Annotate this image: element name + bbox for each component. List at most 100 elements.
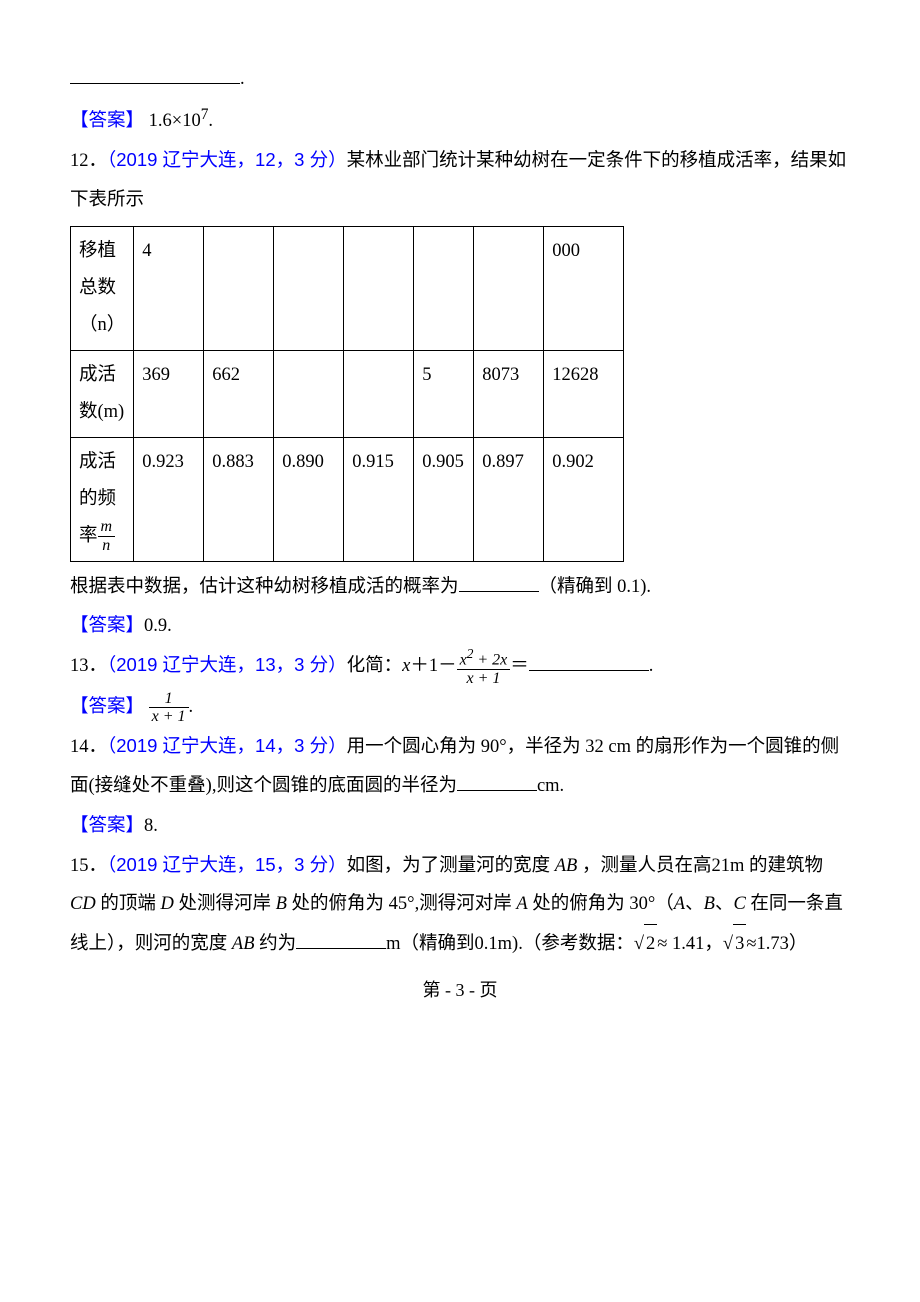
cell <box>204 226 274 350</box>
blank-underline <box>459 573 539 592</box>
cell <box>344 226 414 350</box>
q12-after-a: 根据表中数据，估计这种幼树移植成活的概率为 <box>70 577 459 597</box>
q15-ref: （2019 辽宁大连，15，3 分） <box>107 854 347 875</box>
var-b: B <box>276 894 287 914</box>
frac-main: x2 + 2xx + 1 <box>457 647 511 688</box>
answer-label: 【答案】 <box>70 614 144 635</box>
table-row: 成活的频 率mn 0.923 0.883 0.890 0.915 0.905 0… <box>71 437 624 561</box>
q14-ref: （2019 辽宁大连，14，3 分） <box>107 735 347 756</box>
q14-num: 14． <box>70 737 107 757</box>
q15-stem: 15．（2019 辽宁大连，15，3 分）如图，为了测量河的宽度 AB ，测量人… <box>70 846 850 965</box>
var-cd: CD <box>70 894 96 914</box>
cell: 662 <box>204 350 274 437</box>
frac-den: n <box>98 537 116 555</box>
t-c: 的顶端 <box>96 894 161 914</box>
cell: 000 <box>544 226 624 350</box>
q12-stem: 12．（2019 辽宁大连，12，3 分）某林业部门统计某种幼树在一定条件下的移… <box>70 141 850 220</box>
answer-text: 8. <box>144 816 158 836</box>
answer-label: 【答案】 <box>70 814 144 835</box>
frac-den: x + 1 <box>457 670 511 688</box>
answer-label: 【答案】 <box>70 109 144 130</box>
table-row: 成活数(m) 369 662 5 8073 12628 <box>71 350 624 437</box>
page-footer: 第 - 3 - 页 <box>70 972 850 1010</box>
q15-num: 15． <box>70 856 107 876</box>
cell: 12628 <box>544 350 624 437</box>
frac-num-x: x <box>460 651 467 668</box>
cell-header-m: 成活数(m) <box>71 350 134 437</box>
frac-den: x + 1 <box>149 708 189 726</box>
t-b: ，测量人员在高21m 的建筑物 <box>577 856 823 876</box>
approx2: ≈1.73） <box>746 934 807 954</box>
cell <box>274 226 344 350</box>
q12-table: 移植总数（n） 4 000 成活数(m) 369 662 5 8073 1262… <box>70 226 624 562</box>
var-ab2: AB <box>232 934 255 954</box>
blank-underline <box>457 772 537 791</box>
q13-text-a: 化简： <box>347 656 403 676</box>
var-d: D <box>160 894 173 914</box>
frac-num: 1 <box>149 690 189 709</box>
cell: 0.883 <box>204 437 274 561</box>
sqrt3: √3 <box>723 924 746 964</box>
q13-ref: （2019 辽宁大连，13，3 分） <box>107 654 347 675</box>
var-a2: A <box>674 894 685 914</box>
blank-underline <box>70 66 240 85</box>
cell: 0.897 <box>474 437 544 561</box>
q12-after-table: 根据表中数据，估计这种幼树移植成活的概率为（精确到 0.1). <box>70 568 850 607</box>
q13-num: 13． <box>70 656 107 676</box>
period: . <box>649 656 654 676</box>
freq-label-a: 成活的频 <box>79 452 116 509</box>
t-f: 处的俯角为 30°（ <box>528 894 674 914</box>
cell: 4 <box>134 226 204 350</box>
t-d: 处测得河岸 <box>174 894 276 914</box>
cell-header-freq: 成活的频 率mn <box>71 437 134 561</box>
frac-m-over-n: mn <box>98 518 116 554</box>
sqrt3-body: 3 <box>733 924 746 964</box>
t-e: 处的俯角为 45°,测得河对岸 <box>287 894 516 914</box>
answer-period: . <box>208 111 213 131</box>
q12-answer: 【答案】0.9. <box>70 606 850 646</box>
cell <box>414 226 474 350</box>
approx1: ≈ 1.41， <box>657 934 723 954</box>
answer-text: 1.6×10 <box>144 111 201 131</box>
period: . <box>189 697 194 717</box>
q11-answer: 【答案】 1.6×107. <box>70 99 850 141</box>
cell: 0.915 <box>344 437 414 561</box>
q12-num: 12． <box>70 151 107 171</box>
cell: 5 <box>414 350 474 437</box>
blank-underline <box>296 931 386 950</box>
sqrt2-body: 2 <box>644 924 657 964</box>
q14-answer: 【答案】8. <box>70 806 850 846</box>
freq-label-b: 率 <box>79 526 98 546</box>
cell: 0.902 <box>544 437 624 561</box>
cell-header-n: 移植总数（n） <box>71 226 134 350</box>
cell <box>274 350 344 437</box>
answer-text: 0.9. <box>144 616 172 636</box>
equals: ＝ <box>510 656 529 676</box>
q13-stem: 13．（2019 辽宁大连，13，3 分）化简： x＋1－x2 + 2xx + 1… <box>70 646 850 687</box>
period: . <box>240 69 245 89</box>
table-row: 移植总数（n） 4 000 <box>71 226 624 350</box>
blank-underline <box>529 653 649 672</box>
t-h: 约为 <box>255 934 297 954</box>
cell: 369 <box>134 350 204 437</box>
var-a: A <box>516 894 527 914</box>
frac-num-rest: + 2x <box>473 651 507 668</box>
var-ab: AB <box>555 856 578 876</box>
var-c2: C <box>733 894 745 914</box>
q12-ref: （2019 辽宁大连，12，3 分） <box>107 149 347 170</box>
q14-stem: 14．（2019 辽宁大连，14，3 分）用一个圆心角为 90°，半径为 32 … <box>70 727 850 806</box>
blank-line-top: . <box>70 60 850 99</box>
cell <box>344 350 414 437</box>
q14-unit: cm. <box>537 776 564 796</box>
frac-num: m <box>98 518 116 537</box>
sep1: 、 <box>685 894 704 914</box>
sep2: 、 <box>715 894 734 914</box>
t-a: 如图，为了测量河的宽度 <box>347 856 555 876</box>
frac-num: x2 + 2x <box>457 647 511 670</box>
t-i: m（精确到0.1m).（参考数据： <box>386 934 634 954</box>
sqrt2: √2 <box>634 924 657 964</box>
plus-one-minus: ＋1－ <box>410 656 456 676</box>
answer-label: 【答案】 <box>70 695 144 716</box>
cell: 0.890 <box>274 437 344 561</box>
cell: 0.923 <box>134 437 204 561</box>
